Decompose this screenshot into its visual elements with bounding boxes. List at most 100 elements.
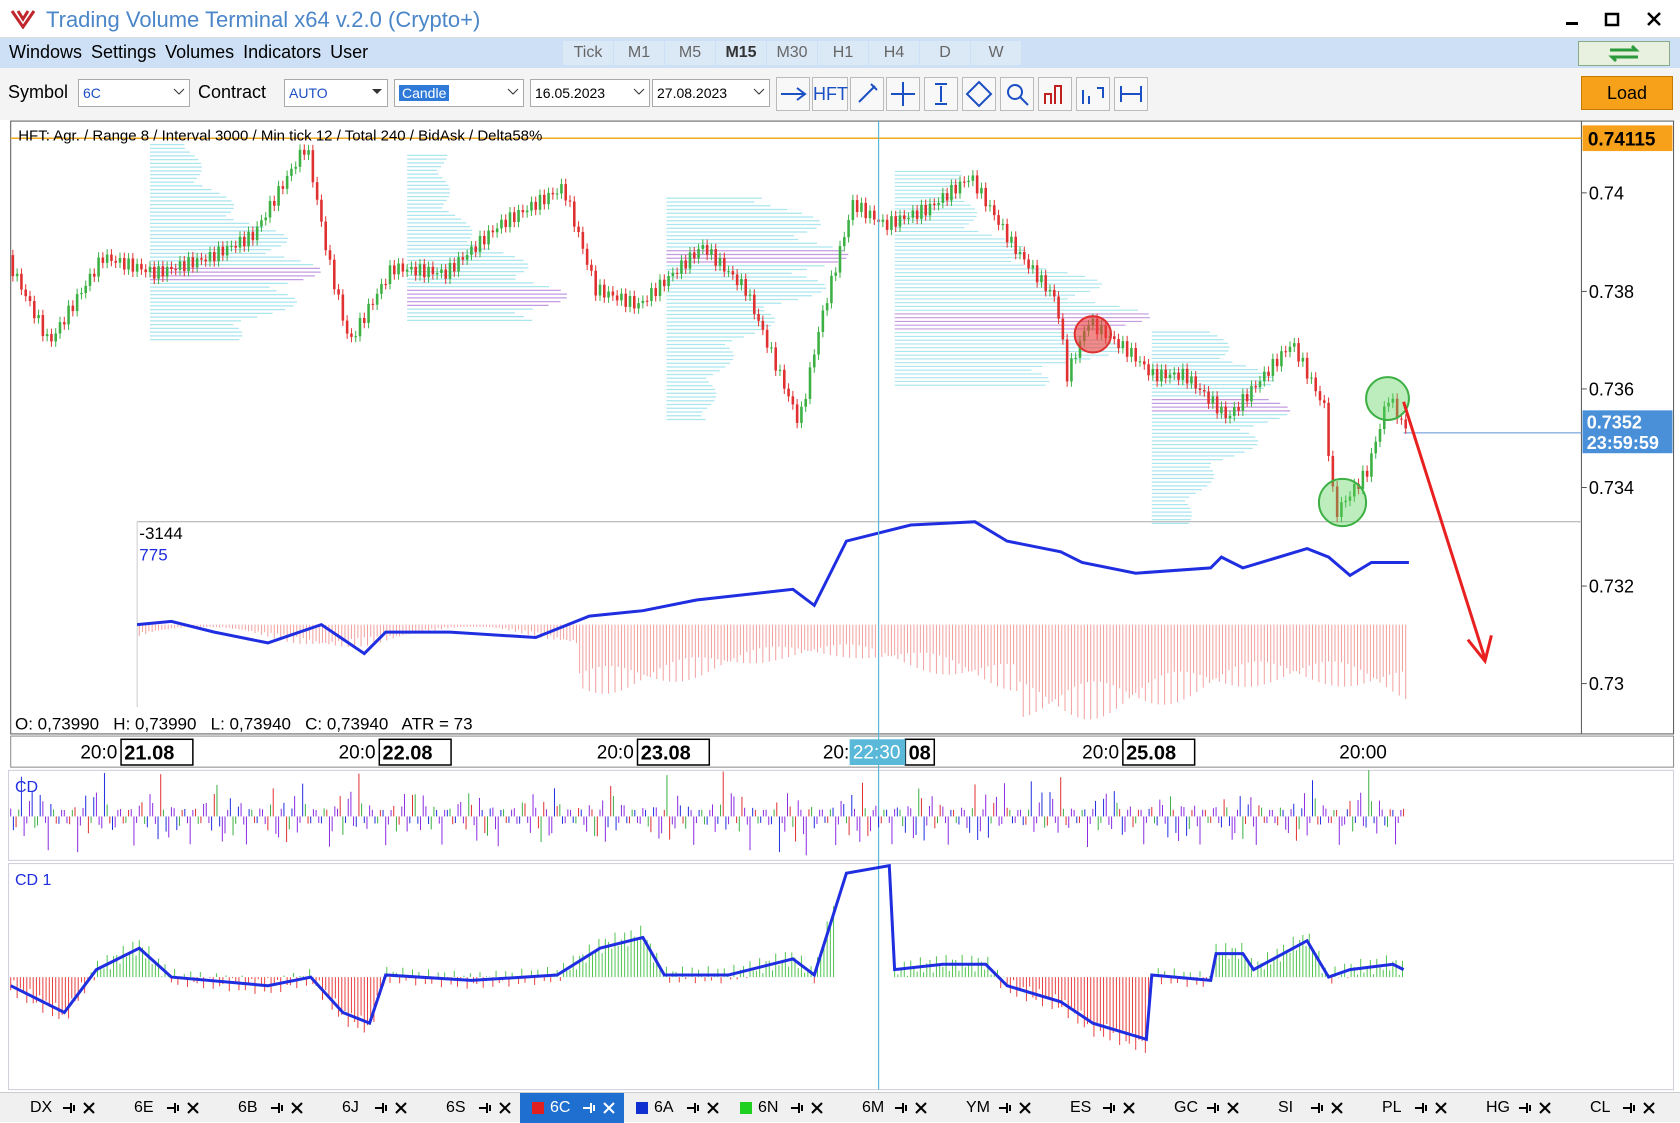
tab-icons[interactable] xyxy=(478,1101,514,1115)
candle-body xyxy=(740,278,743,286)
tab-icons[interactable] xyxy=(1518,1101,1554,1115)
symbol-tab[interactable]: 6N xyxy=(728,1093,832,1123)
symbol-tab[interactable]: ES xyxy=(1040,1093,1144,1123)
candle-body xyxy=(388,265,392,285)
tool-button[interactable] xyxy=(1000,77,1034,111)
candle-body xyxy=(825,303,829,311)
timeframe-button[interactable]: H4 xyxy=(869,41,919,65)
timeframe-bar: Tick M1 M5 M15 M30 H1 H4 D W xyxy=(563,41,1022,65)
menu-item[interactable]: Settings xyxy=(91,42,157,62)
menu-item[interactable]: Volumes xyxy=(165,42,235,62)
symbol-tab[interactable]: HG xyxy=(1456,1093,1560,1123)
candle-body xyxy=(1117,339,1120,349)
sync-button[interactable] xyxy=(1578,41,1670,66)
tool-button[interactable] xyxy=(962,77,996,111)
candle-body xyxy=(255,226,259,241)
candle-body xyxy=(131,258,135,272)
timeframe-button[interactable]: M15 xyxy=(716,41,766,65)
tool-button[interactable] xyxy=(1114,77,1148,111)
timeframe-button[interactable]: H1 xyxy=(818,41,868,65)
contract-select[interactable]: AUTO xyxy=(284,79,388,107)
candle-body xyxy=(723,257,726,272)
symbol-tab[interactable]: SI xyxy=(1248,1093,1352,1123)
date-from[interactable]: 16.05.2023 xyxy=(530,79,650,107)
timeframe-button[interactable]: M1 xyxy=(614,41,664,65)
contract-value: AUTO xyxy=(289,85,328,101)
candle-body xyxy=(58,322,62,334)
tab-icons[interactable] xyxy=(1414,1101,1450,1115)
symbol-tab[interactable]: CL xyxy=(1560,1093,1664,1123)
tab-icons[interactable] xyxy=(1102,1101,1138,1115)
candle-body xyxy=(1005,223,1009,243)
symbol-tab[interactable]: YM xyxy=(936,1093,1040,1123)
symbol-tab[interactable]: PL xyxy=(1352,1093,1456,1123)
tab-icons[interactable] xyxy=(1622,1101,1658,1115)
tab-icons[interactable] xyxy=(270,1101,306,1115)
candle-body xyxy=(105,254,109,263)
tab-icons[interactable] xyxy=(1310,1101,1346,1115)
tab-icons[interactable] xyxy=(582,1101,618,1115)
symbol-tab[interactable]: 6E xyxy=(104,1093,208,1123)
timeframe-button[interactable]: D xyxy=(920,41,970,65)
symbol-tab[interactable]: 6J xyxy=(312,1093,416,1123)
candle-body xyxy=(1224,406,1227,419)
tab-icons[interactable] xyxy=(1206,1101,1242,1115)
symbol-tab[interactable]: DX xyxy=(0,1093,104,1123)
candle-body xyxy=(45,334,49,337)
symbol-tab[interactable]: 6C xyxy=(520,1093,624,1123)
candle-body xyxy=(697,248,700,259)
candle-body xyxy=(187,257,190,272)
hft-button[interactable]: HFT xyxy=(812,77,848,111)
time-axis xyxy=(10,735,1675,768)
date-to[interactable]: 27.08.2023 xyxy=(652,79,770,107)
candle-body xyxy=(1378,428,1382,442)
candle-body xyxy=(144,269,147,273)
candle-body xyxy=(1215,396,1219,414)
tab-icons[interactable] xyxy=(166,1101,202,1115)
tab-icons[interactable] xyxy=(894,1101,930,1115)
symbol-tab[interactable]: 6B xyxy=(208,1093,312,1123)
tool-button[interactable] xyxy=(1076,77,1110,111)
candle-body xyxy=(174,269,177,271)
timeframe-button[interactable]: M30 xyxy=(767,41,817,65)
candle-body xyxy=(924,204,927,216)
tool-button[interactable] xyxy=(924,77,958,111)
tab-icons[interactable] xyxy=(62,1101,98,1115)
tab-color xyxy=(740,1102,752,1114)
symbol-tab[interactable]: 6M xyxy=(832,1093,936,1123)
candle-body xyxy=(1018,251,1022,254)
symbol-tab[interactable]: 6A xyxy=(624,1093,728,1123)
candle-body xyxy=(521,209,525,213)
menu-item[interactable]: Indicators xyxy=(243,42,322,62)
candle-body xyxy=(735,274,739,286)
window-controls[interactable] xyxy=(1556,10,1676,30)
timeframe-button[interactable]: M5 xyxy=(665,41,715,65)
tool-button[interactable] xyxy=(776,77,810,111)
timeframe-button[interactable]: W xyxy=(971,41,1021,65)
tool-button[interactable] xyxy=(850,77,884,111)
date-label: 22.08 xyxy=(383,743,433,765)
tab-icons[interactable] xyxy=(686,1101,722,1115)
symbol-tab[interactable]: 6S xyxy=(416,1093,520,1123)
candle-body xyxy=(705,244,709,255)
symbol-input[interactable]: 6C xyxy=(78,79,190,107)
symbol-tab[interactable]: GC xyxy=(1144,1093,1248,1123)
candle-body xyxy=(770,347,773,349)
candle-body xyxy=(380,284,383,294)
price-tick-label: 0.738 xyxy=(1589,282,1634,302)
chart-type-select[interactable]: Candle xyxy=(394,79,524,107)
timeframe-button[interactable]: Tick xyxy=(563,41,613,65)
candle-body xyxy=(555,193,559,195)
menu-item[interactable]: User xyxy=(330,42,369,62)
tool-button[interactable] xyxy=(886,77,920,111)
tab-label: DX xyxy=(30,1099,53,1116)
tool-button[interactable] xyxy=(1038,77,1072,111)
load-button[interactable]: Load xyxy=(1581,76,1673,110)
menu-item[interactable]: Windows xyxy=(9,42,83,62)
tab-label: 6N xyxy=(758,1099,779,1116)
tab-icons[interactable] xyxy=(374,1101,410,1115)
tab-icons[interactable] xyxy=(998,1101,1034,1115)
tab-icons[interactable] xyxy=(790,1101,826,1115)
candle-body xyxy=(963,181,966,183)
date-label: 08 xyxy=(909,743,931,765)
